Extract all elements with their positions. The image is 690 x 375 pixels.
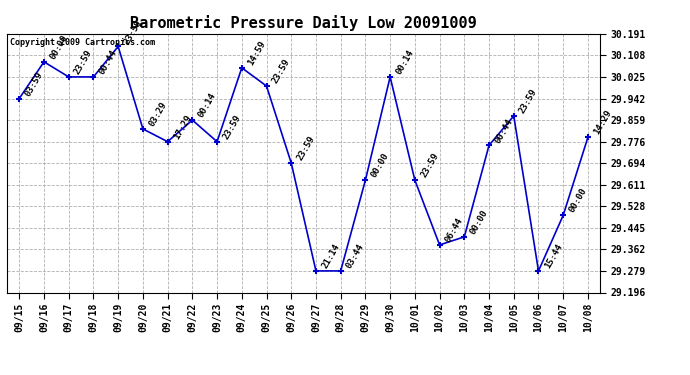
Text: 23:59: 23:59 — [221, 113, 242, 141]
Text: 00:00: 00:00 — [567, 187, 589, 214]
Text: 23:59: 23:59 — [122, 18, 144, 46]
Text: 03:59: 03:59 — [23, 70, 45, 98]
Text: 21:14: 21:14 — [320, 242, 342, 270]
Text: 00:44: 00:44 — [493, 117, 515, 144]
Text: 03:44: 03:44 — [345, 242, 366, 270]
Text: Copyright 2009 Cartronics.com: Copyright 2009 Cartronics.com — [10, 38, 155, 46]
Text: 00:00: 00:00 — [48, 33, 70, 61]
Text: 17:29: 17:29 — [172, 113, 193, 141]
Text: 00:14: 00:14 — [197, 92, 218, 119]
Text: 00:00: 00:00 — [370, 152, 391, 179]
Title: Barometric Pressure Daily Low 20091009: Barometric Pressure Daily Low 20091009 — [130, 15, 477, 31]
Text: 00:44: 00:44 — [97, 48, 119, 76]
Text: 23:59: 23:59 — [419, 152, 440, 179]
Text: 00:00: 00:00 — [469, 208, 490, 236]
Text: 23:59: 23:59 — [518, 87, 539, 115]
Text: 00:14: 00:14 — [394, 48, 415, 76]
Text: 14:59: 14:59 — [246, 39, 267, 67]
Text: 14:29: 14:29 — [592, 109, 613, 136]
Text: 06:44: 06:44 — [444, 216, 465, 244]
Text: 03:29: 03:29 — [147, 100, 168, 128]
Text: 23:59: 23:59 — [73, 48, 94, 76]
Text: 15:44: 15:44 — [542, 242, 564, 270]
Text: 23:59: 23:59 — [270, 57, 292, 85]
Text: 23:59: 23:59 — [295, 135, 317, 162]
